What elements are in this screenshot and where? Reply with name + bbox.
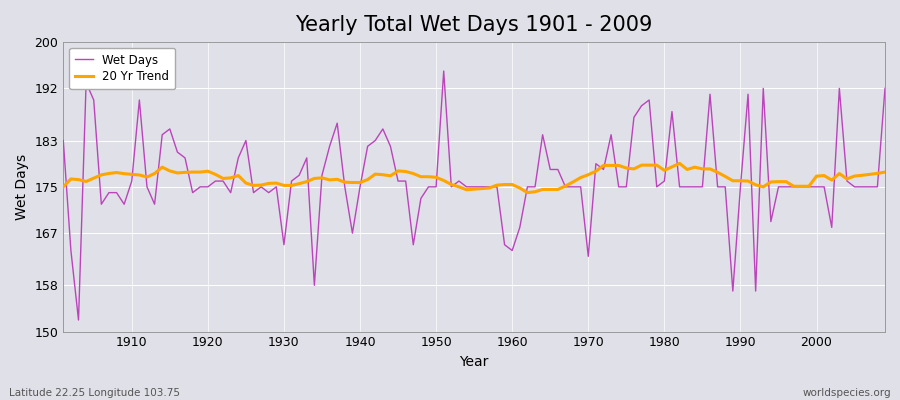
- 20 Yr Trend: [332, 177, 343, 182]
- Wet Days: [73, 318, 84, 322]
- 20 Yr Trend: [286, 183, 297, 188]
- Wet Days: [879, 86, 890, 91]
- Text: worldspecies.org: worldspecies.org: [803, 388, 891, 398]
- Legend: Wet Days, 20 Yr Trend: Wet Days, 20 Yr Trend: [69, 48, 176, 89]
- 20 Yr Trend: [674, 161, 685, 166]
- Title: Yearly Total Wet Days 1901 - 2009: Yearly Total Wet Days 1901 - 2009: [295, 15, 652, 35]
- 20 Yr Trend: [879, 170, 890, 174]
- 20 Yr Trend: [606, 163, 616, 168]
- Wet Days: [293, 173, 304, 178]
- Wet Days: [339, 184, 350, 189]
- Wet Days: [613, 184, 624, 189]
- 20 Yr Trend: [58, 184, 68, 189]
- Wet Days: [522, 184, 533, 189]
- 20 Yr Trend: [500, 182, 510, 187]
- Line: Wet Days: Wet Days: [63, 71, 885, 320]
- Wet Days: [58, 138, 68, 143]
- X-axis label: Year: Year: [460, 355, 489, 369]
- 20 Yr Trend: [522, 190, 533, 195]
- 20 Yr Trend: [507, 182, 517, 187]
- Text: Latitude 22.25 Longitude 103.75: Latitude 22.25 Longitude 103.75: [9, 388, 180, 398]
- 20 Yr Trend: [119, 171, 130, 176]
- Wet Days: [438, 69, 449, 74]
- Y-axis label: Wet Days: Wet Days: [15, 154, 29, 220]
- Line: 20 Yr Trend: 20 Yr Trend: [63, 163, 885, 193]
- Wet Days: [515, 225, 526, 230]
- Wet Days: [126, 179, 137, 184]
